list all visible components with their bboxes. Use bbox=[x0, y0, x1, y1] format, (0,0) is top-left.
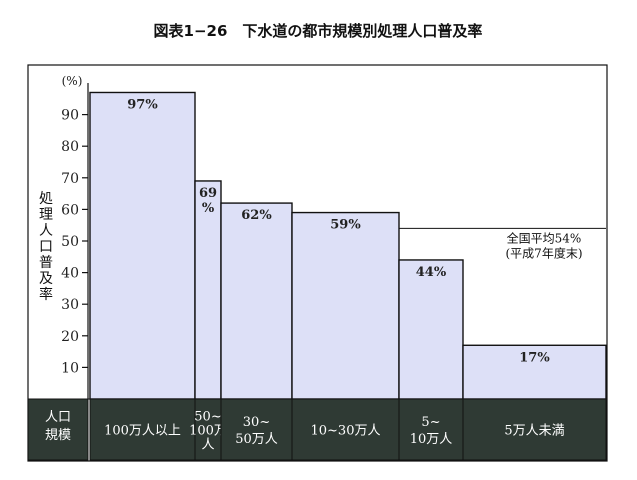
y-tick-label: 50 bbox=[61, 234, 79, 250]
y-axis-label-char: 人 bbox=[39, 223, 53, 239]
category-header-cell bbox=[27, 398, 89, 461]
bar-value-label: 97% bbox=[127, 97, 158, 112]
y-tick-label: 40 bbox=[61, 266, 79, 282]
y-tick-label: 10 bbox=[61, 360, 79, 376]
chart-title: 図表1−26 下水道の都市規模別処理人口普及率 bbox=[154, 22, 483, 40]
category-cell bbox=[291, 398, 400, 461]
category-header-label: 規模 bbox=[45, 428, 71, 443]
category-cell bbox=[398, 398, 464, 461]
y-tick-label: 30 bbox=[61, 297, 79, 313]
plot-area: 102030405060708090(%)処理人口普及率全国平均54%(平成7年… bbox=[27, 64, 608, 462]
category-label: 100万 bbox=[189, 424, 227, 439]
category-label: 50~ bbox=[194, 410, 221, 425]
y-axis-label-char: 率 bbox=[39, 286, 53, 303]
reference-line-label: 全国平均54% bbox=[507, 230, 582, 245]
y-axis-label-char: 及 bbox=[39, 271, 53, 287]
category-header-label: 人口 bbox=[45, 410, 71, 425]
bar-value-label: 69 bbox=[199, 186, 217, 201]
bar-value-label: 44% bbox=[416, 265, 447, 280]
y-tick-label: 80 bbox=[61, 139, 79, 155]
category-label: 30~ bbox=[243, 415, 270, 430]
y-axis-label-char: 普 bbox=[39, 255, 53, 271]
y-unit-label: (%) bbox=[62, 74, 83, 88]
bar-value-label: % bbox=[202, 201, 215, 216]
bar bbox=[89, 91, 196, 400]
category-label: 5万人未満 bbox=[504, 424, 564, 439]
category-label: 人 bbox=[201, 438, 214, 453]
category-cell bbox=[194, 398, 222, 461]
category-label: 5~ bbox=[421, 415, 440, 430]
y-tick-label: 70 bbox=[61, 171, 79, 187]
bar-value-label: 17% bbox=[519, 350, 550, 365]
category-label: 10万人 bbox=[410, 432, 453, 447]
bar bbox=[462, 344, 607, 400]
category-cell bbox=[462, 398, 607, 461]
y-axis-label-char: 口 bbox=[39, 239, 53, 255]
y-axis-label-char: 処 bbox=[39, 191, 53, 207]
category-label: 10~30万人 bbox=[311, 424, 381, 439]
category-label: 100万人以上 bbox=[104, 424, 181, 439]
y-tick-label: 90 bbox=[61, 108, 79, 124]
chart-frame bbox=[27, 64, 608, 462]
bar bbox=[220, 202, 293, 400]
y-tick-label: 60 bbox=[61, 202, 79, 218]
bar-value-label: 59% bbox=[330, 218, 361, 233]
bar bbox=[398, 259, 464, 400]
bar-value-label: 62% bbox=[241, 208, 272, 223]
y-axis-label-char: 理 bbox=[39, 207, 53, 223]
y-tick-label: 20 bbox=[61, 329, 79, 345]
reference-line-label: (平成7年度末) bbox=[506, 245, 583, 260]
bar bbox=[291, 211, 400, 400]
category-cell bbox=[220, 398, 293, 461]
category-label: 50万人 bbox=[235, 432, 278, 447]
